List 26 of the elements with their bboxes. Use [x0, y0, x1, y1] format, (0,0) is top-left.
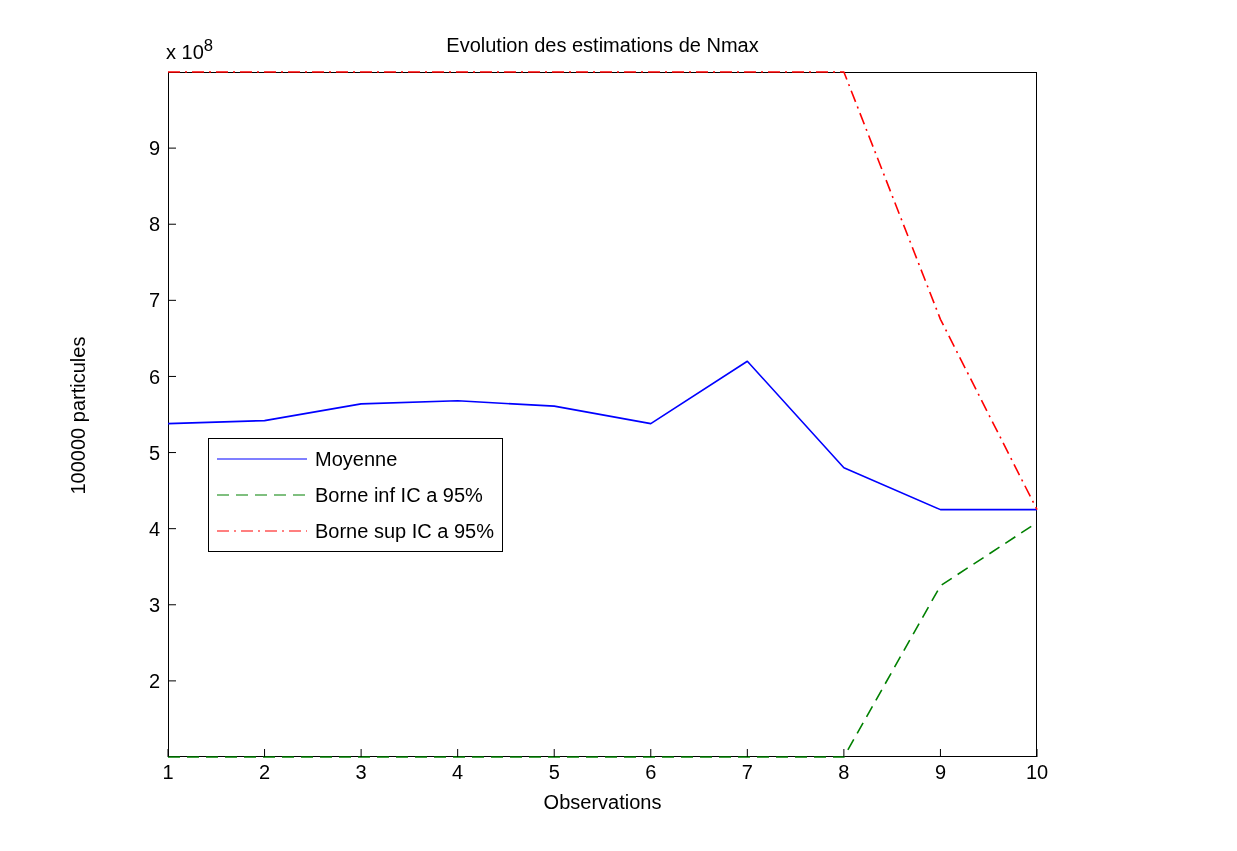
x-tick-label: 10: [1025, 761, 1049, 784]
legend-label: Moyenne: [315, 447, 398, 471]
y-axis-title: 100000 particules: [67, 336, 90, 495]
x-tick-label: 3: [355, 761, 367, 784]
x-tick-label: 1: [162, 761, 174, 784]
x-tick-label: 2: [258, 761, 271, 784]
x-tick-label: 7: [741, 761, 753, 784]
x-tick-label: 6: [645, 761, 657, 784]
legend-label: Borne sup IC a 95%: [315, 519, 494, 543]
line-series: [167, 360, 1038, 511]
x-tick-label: 9: [934, 761, 947, 784]
x-tick-label: 4: [452, 761, 464, 784]
chart-title: Evolution des estimations de Nmax: [446, 34, 759, 56]
x-axis-title: Observations: [543, 791, 662, 813]
x-tick-label: 5: [548, 761, 560, 784]
y-tick-label: 7: [148, 289, 160, 312]
text: x 10$^{8}$: [166, 36, 214, 64]
y-tick-label: 6: [148, 365, 160, 388]
y-tick-label: 8: [148, 213, 160, 236]
y-tick-label: 3: [148, 593, 160, 616]
legend-label: Borne inf IC a 95%: [315, 483, 483, 507]
y-tick-label: 2: [148, 669, 160, 692]
y-tick-label: 9: [148, 137, 160, 160]
y-tick-label: 5: [148, 441, 160, 464]
y-tick-label: 4: [148, 517, 160, 540]
x-tick-label: 8: [838, 761, 850, 784]
